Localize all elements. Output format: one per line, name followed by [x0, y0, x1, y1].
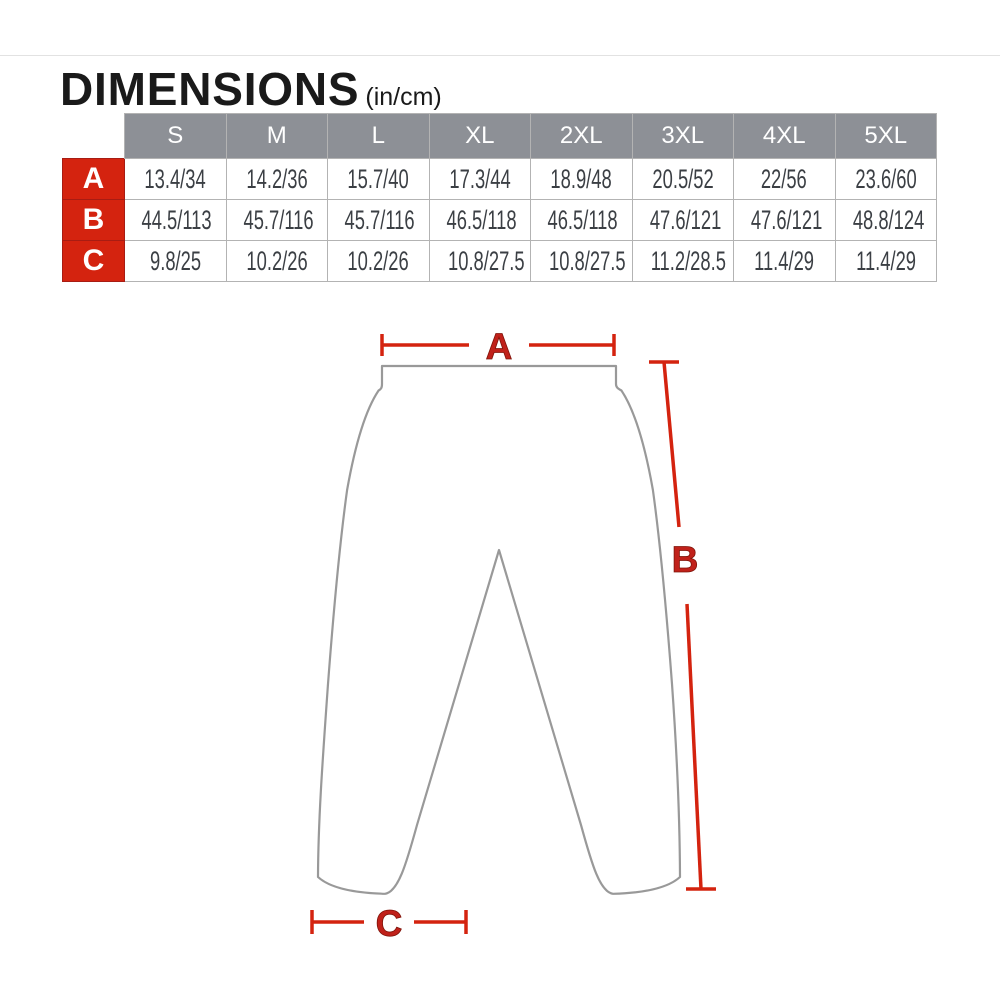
svg-text:C: C: [376, 903, 403, 944]
svg-text:B: B: [672, 539, 699, 580]
svg-text:A: A: [486, 326, 513, 367]
